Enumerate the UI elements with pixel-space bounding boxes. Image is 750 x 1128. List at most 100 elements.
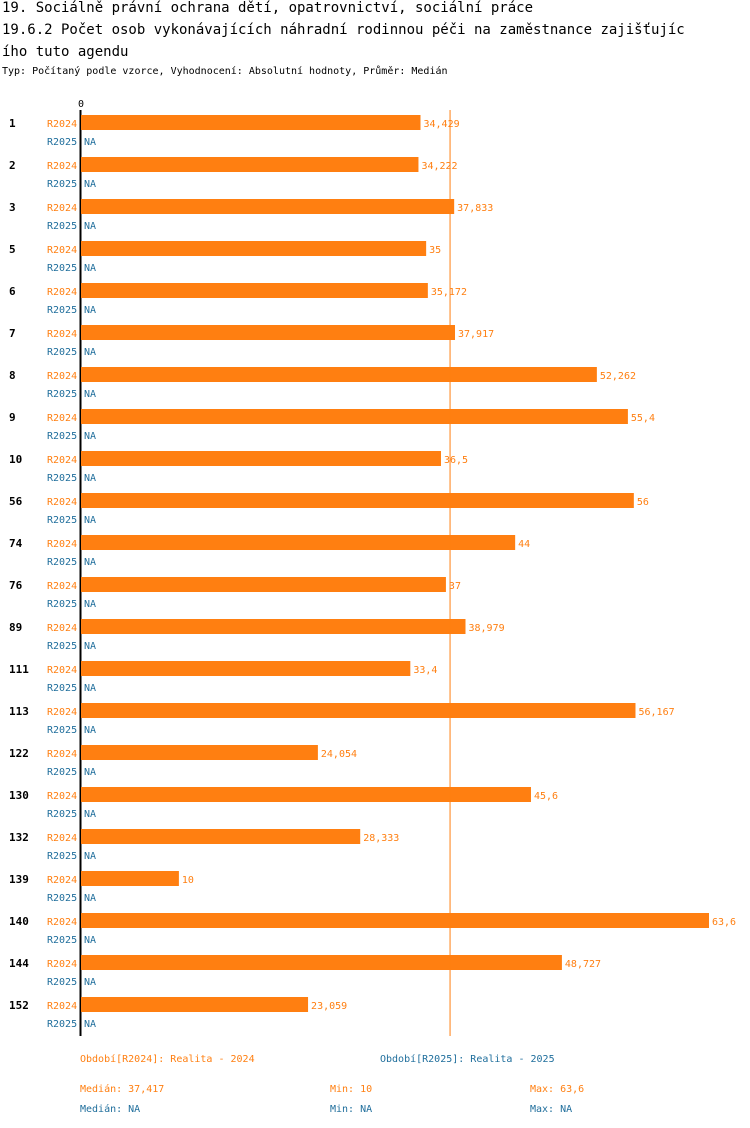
- series-label-r2024: R2024: [47, 455, 77, 466]
- max-r2025: Max: NA: [530, 1104, 573, 1115]
- series-label-r2025: R2025: [47, 683, 77, 694]
- series-label-r2025: R2025: [47, 137, 77, 148]
- chart-subtitle: Typ: Počítaný podle vzorce, Vyhodnocení:…: [2, 66, 448, 77]
- series-label-r2024: R2024: [47, 497, 77, 508]
- series-label-r2024: R2024: [47, 203, 77, 214]
- data-label-r2025: NA: [84, 683, 96, 694]
- series-label-r2024: R2024: [47, 539, 77, 550]
- data-label-r2024: 38,979: [468, 623, 504, 634]
- data-label-r2025: NA: [84, 473, 96, 484]
- bar-r2024: [81, 871, 179, 886]
- series-label-r2025: R2025: [47, 599, 77, 610]
- bar-r2024: [81, 115, 421, 130]
- series-label-r2024: R2024: [47, 665, 77, 676]
- data-label-r2025: NA: [84, 977, 96, 988]
- series-label-r2024: R2024: [47, 791, 77, 802]
- data-label-r2025: NA: [84, 221, 96, 232]
- bar-r2024: [81, 535, 516, 550]
- data-label-r2024: 55,4: [631, 413, 655, 424]
- data-label-r2024: 34,222: [421, 161, 457, 172]
- category-label: 9: [9, 411, 16, 424]
- bar-r2024: [81, 283, 428, 298]
- data-label-r2025: NA: [84, 641, 96, 652]
- data-label-r2025: NA: [84, 137, 96, 148]
- series-label-r2024: R2024: [47, 749, 77, 760]
- bar-r2024: [81, 703, 636, 718]
- data-label-r2025: NA: [84, 389, 96, 400]
- bar-r2024: [81, 157, 419, 172]
- axis-zero-label: 0: [78, 99, 84, 110]
- data-label-r2024: 28,333: [363, 833, 399, 844]
- series-label-r2024: R2024: [47, 329, 77, 340]
- bar-r2024: [81, 619, 466, 634]
- series-label-r2024: R2024: [47, 833, 77, 844]
- data-label-r2024: 36,5: [444, 455, 468, 466]
- series-label-r2024: R2024: [47, 1001, 77, 1012]
- bar-r2024: [81, 451, 441, 466]
- data-label-r2025: NA: [84, 725, 96, 736]
- series-label-r2024: R2024: [47, 875, 77, 886]
- data-label-r2024: 23,059: [311, 1001, 347, 1012]
- category-label: 139: [9, 873, 29, 886]
- category-label: 130: [9, 789, 29, 802]
- chart-title-line-3: ího tuto agendu: [2, 44, 129, 60]
- bar-r2024: [81, 493, 634, 508]
- series-label-r2025: R2025: [47, 305, 77, 316]
- data-label-r2024: 45,6: [534, 791, 558, 802]
- series-label-r2025: R2025: [47, 1019, 77, 1030]
- data-label-r2024: 52,262: [600, 371, 636, 382]
- series-label-r2024: R2024: [47, 371, 77, 382]
- category-label: 76: [9, 579, 23, 592]
- series-label-r2025: R2025: [47, 641, 77, 652]
- data-label-r2025: NA: [84, 305, 96, 316]
- data-label-r2025: NA: [84, 179, 96, 190]
- category-label: 5: [9, 243, 16, 256]
- category-label: 89: [9, 621, 22, 634]
- series-label-r2024: R2024: [47, 245, 77, 256]
- data-label-r2025: NA: [84, 599, 96, 610]
- legend-r2024: Období[R2024]: Realita - 2024: [80, 1054, 255, 1065]
- bar-r2024: [81, 241, 427, 256]
- category-label: 1: [9, 117, 16, 130]
- bar-r2024: [81, 745, 318, 760]
- data-label-r2024: 37,917: [458, 329, 494, 340]
- series-label-r2024: R2024: [47, 581, 77, 592]
- series-label-r2024: R2024: [47, 413, 77, 424]
- bar-r2024: [81, 199, 455, 214]
- data-label-r2024: 35: [429, 245, 441, 256]
- data-label-r2024: 37: [449, 581, 461, 592]
- data-label-r2025: NA: [84, 935, 96, 946]
- median-r2025: Medián: NA: [80, 1104, 141, 1115]
- category-label: 144: [9, 957, 29, 970]
- category-label: 113: [9, 705, 29, 718]
- data-label-r2025: NA: [84, 515, 96, 526]
- bar-r2024: [81, 787, 531, 802]
- series-label-r2024: R2024: [47, 917, 77, 928]
- data-label-r2025: NA: [84, 347, 96, 358]
- data-label-r2024: 56: [637, 497, 649, 508]
- data-label-r2024: 63,6: [712, 917, 736, 928]
- series-label-r2025: R2025: [47, 179, 77, 190]
- median-r2024: Medián: 37,417: [80, 1084, 165, 1095]
- series-label-r2025: R2025: [47, 263, 77, 274]
- data-label-r2024: 56,167: [638, 707, 674, 718]
- bar-r2024: [81, 577, 446, 592]
- series-label-r2025: R2025: [47, 557, 77, 568]
- series-label-r2025: R2025: [47, 515, 77, 526]
- category-label: 7: [9, 327, 16, 340]
- bar-r2024: [81, 661, 411, 676]
- series-label-r2025: R2025: [47, 389, 77, 400]
- category-label: 111: [9, 663, 29, 676]
- data-label-r2024: 10: [182, 875, 194, 886]
- category-label: 10: [9, 453, 22, 466]
- data-label-r2025: NA: [84, 767, 96, 778]
- series-label-r2025: R2025: [47, 725, 77, 736]
- data-label-r2025: NA: [84, 809, 96, 820]
- category-label: 2: [9, 159, 16, 172]
- series-label-r2025: R2025: [47, 347, 77, 358]
- data-label-r2025: NA: [84, 263, 96, 274]
- category-label: 3: [9, 201, 16, 214]
- category-label: 56: [9, 495, 23, 508]
- min-r2025: Min: NA: [330, 1104, 373, 1115]
